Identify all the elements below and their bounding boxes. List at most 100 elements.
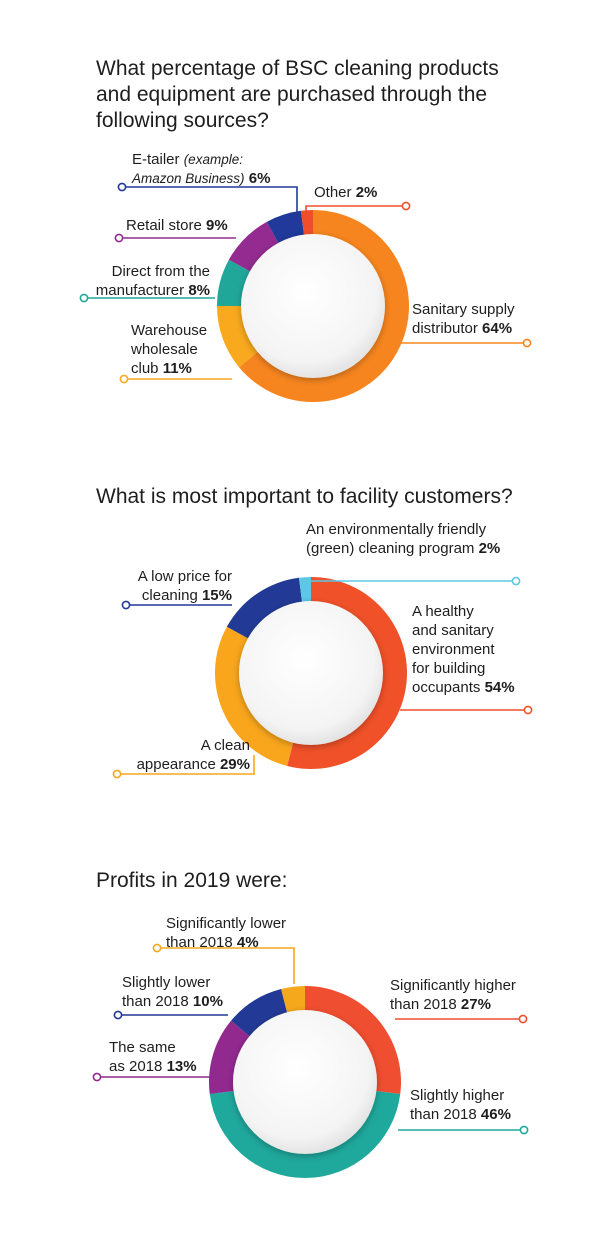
slice-label-warehouse-wholesale-club: Warehouse wholesale club 11% [131,321,207,378]
slice-value: 11% [162,360,192,377]
label-line: than 2018 [410,1106,477,1123]
donut-center [233,1010,377,1154]
slice-value: 54% [484,679,515,696]
label-line: Slightly higher [410,1087,505,1104]
leader-line-a-clean-appearance [117,755,255,775]
donut-slice-significantly-higher-than-2018 [305,986,401,1095]
donut-slice-significantly-lower-than-2018 [281,986,305,1015]
slice-label-sanitary-supply-distributor: Sanitary supply distributor 64% [412,300,515,338]
slice-label-low-price: A low price for cleaning 15% [100,567,232,605]
leader-endpoint [117,182,127,192]
slice-value: 46% [480,1106,511,1123]
donut-slice-slightly-lower-than-2018 [231,989,288,1038]
label-note: (example: [183,152,243,167]
slice-value: 27% [460,996,491,1013]
label-line: Significantly lower [166,915,287,932]
chart-customer-priorities: What is most important to facility custo… [0,440,615,820]
donut-slice-e-tailer-example-amazon-business [266,210,305,245]
leader-endpoint [511,576,521,586]
slice-value: 15% [201,587,232,604]
label-line: A healthy [412,603,474,620]
slice-label-slightly-higher: Slightly higher than 2018 46% [410,1086,511,1124]
leader-endpoint [112,769,122,779]
label-note: Amazon Business) [132,171,245,186]
donut-slice-retail-store [228,221,280,273]
donut-slice-a-healthy-and-sanitary-environment-for-building-occupants [287,577,407,769]
donut-slice-a-clean-appearance [214,626,294,766]
label-line: The same [109,1039,176,1056]
leader-endpoint [79,293,89,303]
title-line: Profits in 2019 were: [96,869,288,892]
label-line: Direct from the [111,263,210,280]
title-line: What percentage of BSC cleaning products [96,57,499,80]
label-line: A clean [200,737,250,754]
label-line: Significantly higher [390,977,516,994]
chart-title: What is most important to facility custo… [96,484,576,510]
slice-value: 13% [166,1058,197,1075]
label-line: Other [314,184,352,201]
label-line: than 2018 [122,993,189,1010]
leader-line-other [305,205,406,217]
donut-slice-slightly-higher-than-2018 [209,1090,401,1178]
label-line: cleaning [141,587,198,604]
donut-center [239,601,383,745]
label-line: manufacturer [95,282,185,299]
label-line: and sanitary [412,622,494,639]
donut-center [241,234,385,378]
chart-purchase-sources: What percentage of BSC cleaning products… [0,0,615,440]
label-line: for building [412,660,486,677]
label-line: than 2018 [166,934,233,951]
leader-line-e-tailer-example-amazon-business [122,186,298,217]
title-line: following sources? [96,109,269,132]
label-line: E-tailer [132,151,180,168]
slice-value: 10% [192,993,223,1010]
title-line: and equipment are purchased through the [96,83,488,106]
donut-slice-warehouse-wholesale-club [217,306,260,368]
slice-value: 9% [206,217,228,234]
slice-label-direct-from-manufacturer: Direct from the manufacturer 8% [70,262,210,300]
slice-value: 2% [355,184,378,201]
leader-endpoint [519,1125,529,1135]
leader-endpoint [401,201,411,211]
slice-value: 6% [248,170,271,187]
donut-slice-other [300,210,313,237]
label-line: than 2018 [390,996,457,1013]
donut-chart [79,182,532,403]
leader-endpoint [518,1014,528,1024]
donut-chart [112,576,533,779]
label-line: occupants [412,679,481,696]
label-line: An environmentally friendly [306,521,487,538]
label-line: appearance [136,756,216,773]
leader-endpoint [522,338,532,348]
slice-label-significantly-higher: Significantly higher than 2018 27% [390,976,516,1014]
slice-label-slightly-lower: Slightly lower than 2018 10% [122,973,223,1011]
chart-profits-2019: Profits in 2019 were: Significantly high… [0,820,615,1234]
label-line: wholesale [131,341,198,358]
slice-label-other: Other 2% [314,183,377,202]
leader-line-an-environmentally-friendly-green-cleaning-program [303,580,516,595]
slice-label-clean-appearance: A clean appearance 29% [110,736,250,774]
label-line: environment [412,641,495,658]
label-line: Sanitary supply [412,301,515,318]
leader-endpoint [119,374,129,384]
slice-label-green-program: An environmentally friendly (green) clea… [306,520,500,558]
slice-value: 4% [236,934,259,951]
label-line: (green) cleaning program [306,540,475,557]
chart-title: What percentage of BSC cleaning products… [96,56,536,134]
label-line: as 2018 [109,1058,163,1075]
leader-endpoint [152,943,162,953]
leader-endpoint [114,233,124,243]
donut-chart [92,943,529,1178]
label-line: club [131,360,159,377]
slice-label-retail-store: Retail store 9% [126,216,228,235]
title-line: What is most important to facility custo… [96,485,513,508]
leader-endpoint [121,600,131,610]
slice-value: 2% [478,540,501,557]
leader-endpoint [523,705,533,715]
label-line: Warehouse [131,322,208,339]
leader-endpoint [113,1010,123,1020]
slice-value: 8% [188,282,210,299]
donut-slice-a-low-price-for-cleaning [226,577,303,640]
leader-line-significantly-lower-than-2018 [157,947,295,984]
